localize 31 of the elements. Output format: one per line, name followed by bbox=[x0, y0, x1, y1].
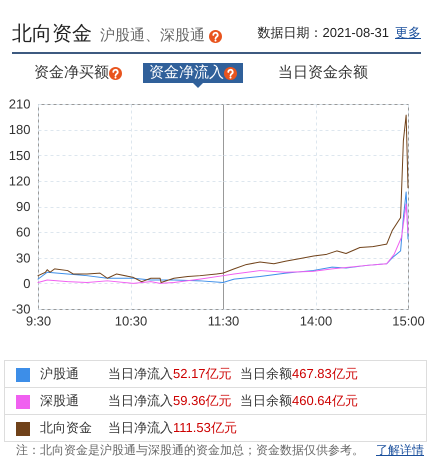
y-tick-label: -30 bbox=[12, 302, 30, 316]
x-tick-label: 9:30 bbox=[26, 314, 52, 328]
y-tick-label: 150 bbox=[8, 148, 30, 163]
text: 资金净流入 bbox=[143, 63, 243, 83]
text: 当日余额467.83亿元 bbox=[240, 366, 358, 381]
y-tick-label: 0 bbox=[23, 276, 30, 291]
legend-label: 北向资金 bbox=[40, 420, 92, 435]
legend-label: 深股通 bbox=[40, 393, 79, 408]
text: 当日净流入111.53亿元 bbox=[108, 420, 237, 435]
y-tick-label: 30 bbox=[16, 250, 30, 266]
y-tick-label: 210 bbox=[8, 96, 30, 112]
text: 了解详情 bbox=[376, 443, 424, 457]
x-tick-label: 11:30 bbox=[208, 314, 240, 328]
text: 当日余额460.64亿元 bbox=[240, 393, 358, 408]
text: 更多 bbox=[395, 25, 421, 40]
x-tick-label: 14:00 bbox=[300, 314, 332, 328]
y-tick-label: 90 bbox=[16, 199, 30, 214]
y-tick-label: 120 bbox=[8, 173, 30, 188]
text: 资金净买额 bbox=[33, 63, 110, 83]
text: 注：北向资金是沪股通与深股通的资金加总；资金数据仅供参考。 bbox=[16, 443, 364, 457]
chart-subtitle: 沪股通、深股通 bbox=[100, 27, 206, 44]
text: 数据日期：2021-08-31 bbox=[258, 25, 389, 40]
chart-title: 北向资金 bbox=[12, 23, 92, 45]
text: 当日净流入52.17亿元 bbox=[108, 366, 232, 381]
text: 当日净流入59.36亿元 bbox=[108, 393, 232, 408]
y-tick-label: 180 bbox=[8, 122, 30, 138]
y-tick-label: 60 bbox=[16, 224, 30, 240]
x-tick-label: 10:30 bbox=[114, 314, 148, 328]
text: 当日资金余额 bbox=[277, 63, 369, 83]
x-tick-label: 15:00 bbox=[392, 314, 425, 328]
legend-label: 沪股通 bbox=[40, 366, 79, 381]
